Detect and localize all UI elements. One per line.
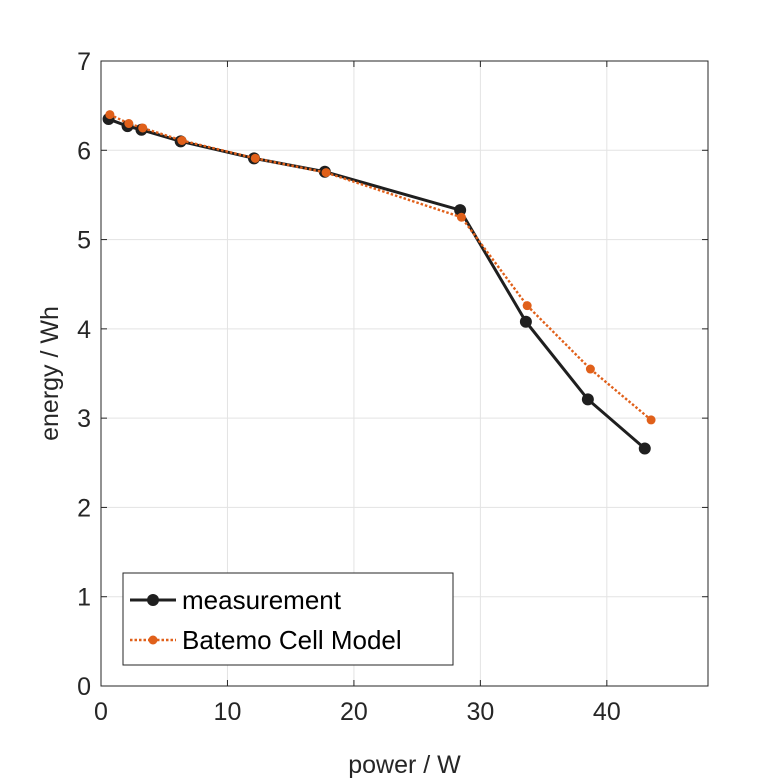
y-tick-label: 0 xyxy=(77,673,91,701)
data-point xyxy=(138,123,148,133)
x-axis-label: power / W xyxy=(348,751,461,779)
series-line xyxy=(109,113,652,421)
data-point xyxy=(105,110,115,120)
legend-items: measurement Batemo Cell Model xyxy=(130,585,402,655)
x-tick-label: 30 xyxy=(466,698,494,726)
data-point xyxy=(646,415,656,425)
x-axis-ticks: 0 10 20 30 40 xyxy=(94,61,621,726)
series-batemo-cell-model xyxy=(105,110,656,425)
legend-box xyxy=(122,572,454,666)
plot-frame xyxy=(100,60,709,687)
y-tick-label: 2 xyxy=(77,494,91,522)
x-tick-label: 40 xyxy=(593,698,621,726)
y-axis-label: energy / Wh xyxy=(36,306,64,441)
legend-marker xyxy=(148,635,158,645)
series-layer xyxy=(102,110,656,455)
y-tick-label: 6 xyxy=(77,137,91,165)
y-tick-label: 4 xyxy=(77,316,91,344)
y-tick-label: 5 xyxy=(77,227,91,255)
data-point xyxy=(124,119,134,128)
x-tick-label: 0 xyxy=(94,698,108,726)
y-tick-label: 1 xyxy=(77,584,91,612)
legend: measurement Batemo Cell Model xyxy=(122,572,454,666)
data-point xyxy=(250,153,260,163)
data-point xyxy=(177,135,187,145)
grid xyxy=(101,61,708,686)
data-point xyxy=(456,212,466,222)
x-tick-label: 20 xyxy=(340,698,368,726)
data-point xyxy=(519,315,532,328)
y-axis-ticks: 0 1 2 3 4 5 6 7 xyxy=(77,48,708,701)
series-line xyxy=(108,117,646,450)
y-tick-label: 3 xyxy=(77,405,91,433)
legend-marker xyxy=(147,594,159,606)
legend-label: Batemo Cell Model xyxy=(182,625,402,655)
x-tick-label: 10 xyxy=(214,698,242,726)
data-point xyxy=(321,168,331,178)
data-point xyxy=(585,364,595,374)
data-point xyxy=(522,301,532,311)
data-point xyxy=(638,442,651,455)
y-tick-label: 7 xyxy=(77,48,91,76)
data-point xyxy=(581,393,594,406)
legend-label: measurement xyxy=(182,585,342,615)
